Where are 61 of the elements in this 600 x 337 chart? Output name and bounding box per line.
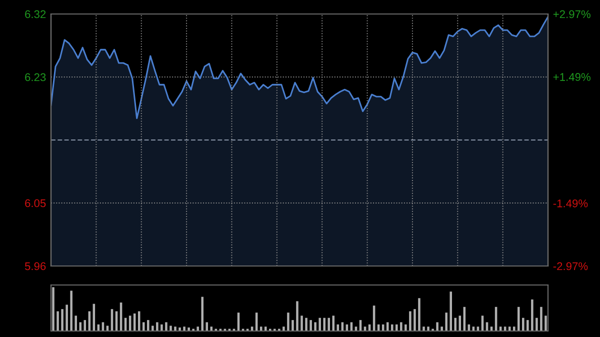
bar: [450, 292, 452, 331]
bar: [323, 318, 326, 331]
bar: [310, 320, 312, 331]
bar: [61, 309, 64, 331]
bar: [152, 326, 154, 331]
bar: [183, 326, 186, 331]
bar: [296, 301, 298, 331]
bar: [79, 322, 82, 331]
bar: [201, 296, 204, 331]
bar: [292, 320, 294, 331]
bar: [174, 326, 176, 331]
bar: [318, 318, 321, 331]
bar: [165, 322, 168, 331]
bar: [282, 326, 285, 331]
bar: [414, 309, 416, 331]
bar: [544, 316, 547, 331]
bar: [188, 327, 190, 331]
bar: [300, 316, 303, 331]
bar: [170, 326, 172, 331]
bar: [287, 312, 290, 331]
bar: [156, 322, 158, 331]
bar: [74, 316, 77, 331]
bar: [409, 311, 412, 331]
bar: [66, 304, 68, 331]
bar: [314, 322, 316, 331]
bar: [540, 306, 542, 331]
bar: [160, 324, 163, 331]
bar: [328, 318, 330, 331]
bar: [518, 306, 520, 331]
bar: [70, 290, 72, 331]
bar: [390, 324, 394, 331]
bar: [436, 322, 438, 331]
bar: [526, 320, 529, 331]
bar: [56, 311, 59, 331]
y-tick-label: 5.96: [24, 262, 46, 270]
bar: [196, 326, 199, 331]
y-tick-label: 6.23: [25, 73, 46, 82]
bar: [536, 318, 538, 331]
y2-tick-label: +1.49%: [553, 73, 590, 81]
bar: [531, 299, 534, 331]
bar: [440, 326, 443, 331]
bar: [422, 326, 425, 331]
bar: [427, 326, 430, 331]
bar: [305, 318, 308, 331]
bar: [142, 322, 145, 331]
bar: [522, 318, 524, 331]
y2-tick-label: +2.97%: [553, 10, 590, 18]
bar: [147, 320, 150, 331]
bar: [418, 298, 420, 331]
y2-tick-label: -1.49%: [553, 199, 588, 208]
bar: [396, 324, 398, 331]
y-tick-label: 6.32: [25, 10, 46, 18]
bar: [400, 322, 402, 331]
bar: [404, 324, 407, 331]
bar: [178, 327, 181, 331]
bar: [454, 318, 457, 331]
bar: [445, 312, 448, 331]
y2-tick-label: -2.97%: [553, 262, 588, 270]
bar: [206, 322, 208, 331]
y-tick-label: 6.05: [25, 199, 46, 208]
bar: [52, 287, 54, 331]
